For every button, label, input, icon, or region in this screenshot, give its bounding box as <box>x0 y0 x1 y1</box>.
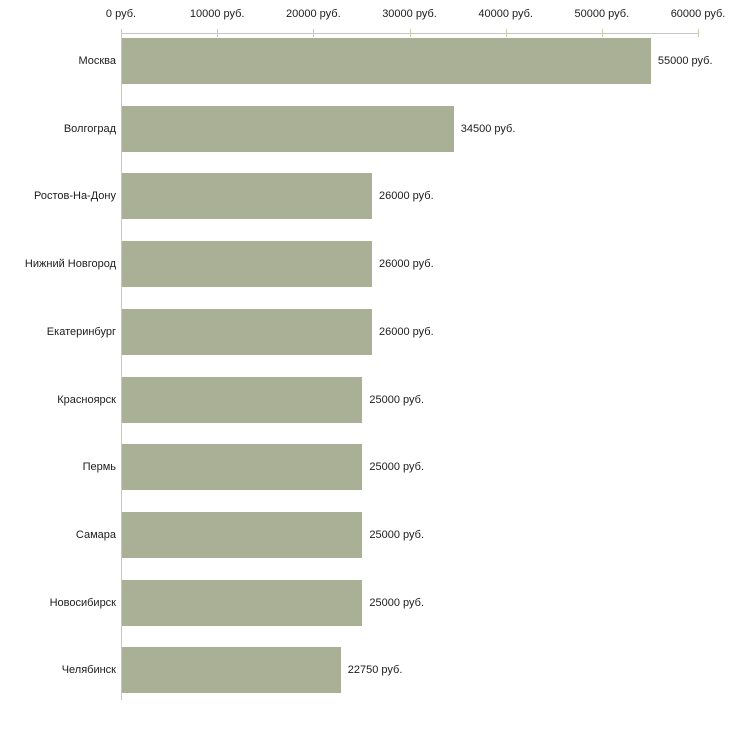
bar <box>122 579 363 626</box>
category-label: Волгоград <box>63 122 116 135</box>
bar <box>122 376 363 423</box>
x-axis-tick-label: 60000 руб. <box>670 8 726 20</box>
category-label: Самара <box>75 528 116 541</box>
value-label: 25000 руб. <box>369 461 425 474</box>
bar <box>122 105 454 152</box>
value-label: 25000 руб. <box>369 596 425 609</box>
value-label: 26000 руб. <box>379 325 434 338</box>
value-label: 22750 руб. <box>347 664 403 677</box>
value-label: 25000 руб. <box>369 393 425 406</box>
value-label: 26000 руб. <box>379 258 434 271</box>
x-axis-tick <box>698 29 699 37</box>
category-label: Пермь <box>82 461 116 474</box>
category-label: Москва <box>78 55 116 67</box>
x-axis-tick-label: 0 руб. <box>105 8 137 20</box>
x-axis-tick <box>217 29 219 37</box>
category-label: Екатеринбург <box>46 325 116 338</box>
y-axis-line <box>121 33 122 700</box>
bar <box>122 444 363 491</box>
x-axis-tick-label: 30000 руб. <box>382 8 437 20</box>
bar <box>122 647 341 694</box>
bar <box>122 511 363 558</box>
value-label: 26000 руб. <box>379 190 434 203</box>
value-label: 55000 руб. <box>657 55 713 67</box>
bar <box>122 308 373 355</box>
x-axis-tick <box>601 29 603 37</box>
value-label: 34500 руб. <box>460 122 516 135</box>
category-label: Красноярск <box>57 393 116 406</box>
x-axis-tick <box>121 29 122 37</box>
x-axis-tick-label: 40000 руб. <box>478 8 533 20</box>
category-label: Нижний Новгород <box>24 258 116 271</box>
bar <box>122 173 373 220</box>
x-axis-tick-label: 10000 руб. <box>189 8 245 20</box>
category-label: Ростов-На-Дону <box>33 190 116 203</box>
value-label: 25000 руб. <box>369 528 425 541</box>
x-axis-tick <box>313 29 315 37</box>
x-axis-tick-label: 50000 руб. <box>574 8 630 20</box>
x-axis-tick <box>409 29 411 37</box>
bar <box>122 38 651 84</box>
bar <box>122 241 373 288</box>
x-axis-tick-label: 20000 руб. <box>286 8 341 20</box>
category-label: Челябинск <box>61 664 116 677</box>
x-axis-tick <box>505 29 507 37</box>
category-label: Новосибирск <box>49 596 116 609</box>
